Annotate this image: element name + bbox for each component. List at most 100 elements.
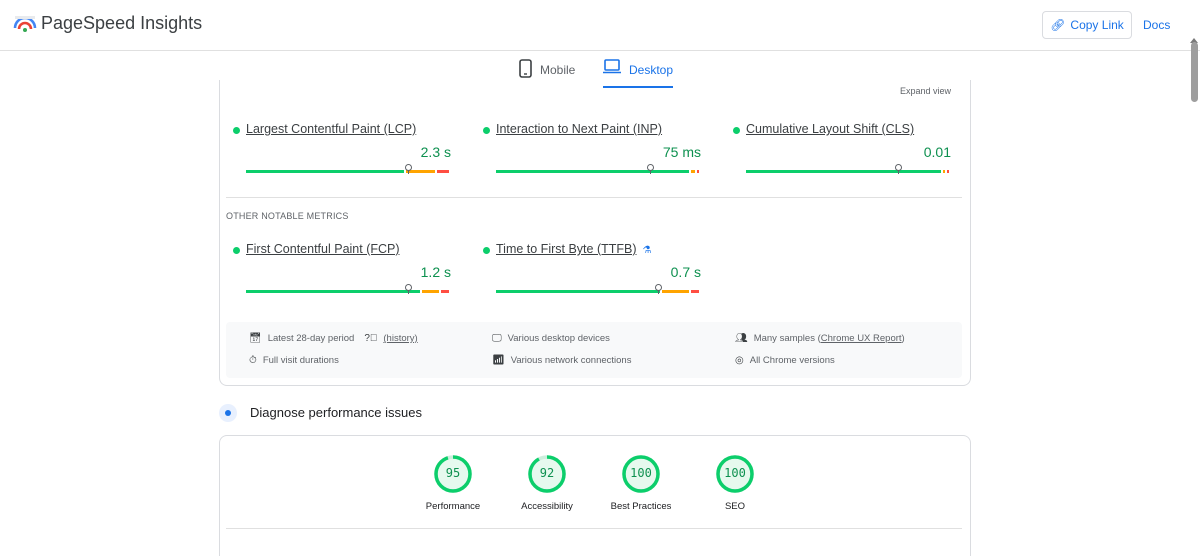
info-devices: 🖵︎ Various desktop devices <box>492 333 610 344</box>
metrics-divider <box>226 197 962 198</box>
distribution-poor-segment <box>696 170 699 173</box>
laptop-icon <box>603 59 621 74</box>
info-samples: 👥︎ Many samples ( Chrome UX Report ) <box>735 333 905 344</box>
percentile-marker-icon <box>404 284 412 294</box>
metric-name[interactable]: Largest Contentful Paint (LCP) <box>233 122 416 136</box>
metric-name-text: Time to First Byte (TTFB) <box>496 242 637 256</box>
score-arc <box>434 455 472 493</box>
info-samples-prefix: Many samples ( <box>753 333 821 344</box>
score-gauge-accessibility[interactable]: 92 Accessibility <box>507 454 587 524</box>
distribution-good-segment <box>496 170 689 173</box>
field-data-card <box>219 80 971 386</box>
expand-view-link[interactable]: Expand view <box>900 86 952 96</box>
copy-link-label: Copy Link <box>1070 18 1124 32</box>
distribution-poor-segment <box>946 170 949 173</box>
link-icon: 🔗︎ <box>1050 18 1066 32</box>
pagespeed-logo-icon <box>13 16 37 32</box>
distribution-average-segment <box>662 290 689 293</box>
score-label: SEO <box>724 501 746 512</box>
history-link[interactable]: (history) <box>383 333 418 344</box>
info-chrome-text: All Chrome versions <box>749 355 835 366</box>
status-good-icon <box>233 127 240 134</box>
app-title: PageSpeed Insights <box>41 13 203 33</box>
metric-value: 75 ms <box>662 144 701 160</box>
scroll-up-arrow-icon[interactable] <box>1190 38 1198 43</box>
score-value: 100 <box>724 466 746 480</box>
status-good-icon <box>733 127 740 134</box>
smartphone-icon <box>519 59 532 78</box>
info-period-text: Latest 28-day period <box>267 333 355 344</box>
info-durations: ⏱︎ Full visit durations <box>249 355 339 366</box>
distribution-poor-segment <box>440 290 449 293</box>
app-header: PageSpeed Insights 🔗︎ Copy Link Docs <box>0 0 1200 51</box>
scrollbar[interactable] <box>1188 38 1200 543</box>
distribution-bar <box>496 170 701 173</box>
distribution-average-segment <box>942 170 945 173</box>
score-gauge-seo[interactable]: 100 SEO <box>695 454 775 524</box>
chrome-icon: ◎ <box>735 355 744 366</box>
calendar-icon: 📅︎ <box>249 333 262 344</box>
docs-link[interactable]: Docs <box>1143 18 1171 32</box>
copy-link-button[interactable]: 🔗︎ Copy Link <box>1042 11 1132 39</box>
wifi-icon: 📶︎ <box>492 355 505 366</box>
distribution-good-segment <box>496 290 661 293</box>
metric-name[interactable]: Time to First Byte (TTFB) ⚗ <box>483 242 651 256</box>
score-value: 92 <box>539 466 555 480</box>
score-ring <box>716 455 754 493</box>
distribution-good-segment <box>746 170 941 173</box>
experimental-flask-icon[interactable]: ⚗ <box>642 245 652 256</box>
metric-value: 0.7 s <box>670 264 701 280</box>
info-samples-suffix: ) <box>901 333 905 344</box>
metric-name[interactable]: First Contentful Paint (FCP) <box>233 242 400 256</box>
info-network-text: Various network connections <box>510 355 632 366</box>
timer-icon: ⏱︎ <box>249 355 257 366</box>
percentile-marker-icon <box>404 164 412 174</box>
lab-data-icon <box>219 404 237 422</box>
score-gauge-performance[interactable]: 95 Performance <box>413 454 493 524</box>
metric-name-text: Largest Contentful Paint (LCP) <box>246 122 417 136</box>
scroll-thumb[interactable] <box>1191 42 1198 102</box>
metric-name-text: Interaction to Next Paint (INP) <box>496 122 663 136</box>
distribution-good-segment <box>246 290 421 293</box>
score-arc <box>622 455 660 493</box>
percentile-marker-icon <box>894 164 902 174</box>
devices-icon: 🖵︎ <box>492 333 502 344</box>
diagnose-heading: Diagnose performance issues <box>250 405 422 420</box>
distribution-bar <box>246 170 451 173</box>
distribution-bar <box>746 170 951 173</box>
score-ring <box>622 455 660 493</box>
distribution-average-segment <box>690 170 695 173</box>
metric-name[interactable]: Interaction to Next Paint (INP) <box>483 122 662 136</box>
metric-value: 1.2 s <box>420 264 451 280</box>
score-value: 95 <box>445 466 461 480</box>
help-icon[interactable]: ?⃝ <box>364 333 378 344</box>
score-arc <box>716 455 754 493</box>
info-chrome: ◎ All Chrome versions <box>735 355 835 366</box>
score-label: Best Practices <box>610 501 672 512</box>
metric-name[interactable]: Cumulative Layout Shift (CLS) <box>733 122 914 136</box>
group-icon: 👥︎ <box>735 333 748 344</box>
distribution-poor-segment <box>690 290 699 293</box>
score-arc <box>528 455 566 493</box>
distribution-good-segment <box>246 170 404 173</box>
tab-desktop-label: Desktop <box>629 63 674 77</box>
status-good-icon <box>233 247 240 254</box>
score-ring <box>528 455 566 493</box>
status-good-icon <box>483 127 490 134</box>
distribution-bar <box>496 290 701 293</box>
other-metrics-heading: OTHER NOTABLE METRICS <box>226 211 349 221</box>
scores-divider <box>226 528 962 529</box>
distribution-average-segment <box>405 170 435 173</box>
status-good-icon <box>483 247 490 254</box>
tab-mobile[interactable]: Mobile <box>519 59 575 89</box>
score-value: 100 <box>630 466 652 480</box>
info-devices-text: Various desktop devices <box>507 333 610 344</box>
score-label: Performance <box>425 501 481 512</box>
lab-scores-card <box>219 435 971 556</box>
chrome-ux-report-link[interactable]: Chrome UX Report <box>820 333 902 344</box>
tab-desktop[interactable]: Desktop <box>603 59 674 89</box>
info-durations-text: Full visit durations <box>262 355 339 366</box>
distribution-poor-segment <box>436 170 449 173</box>
metric-value: 2.3 s <box>420 144 451 160</box>
score-gauge-best-practices[interactable]: 100 Best Practices <box>601 454 681 524</box>
